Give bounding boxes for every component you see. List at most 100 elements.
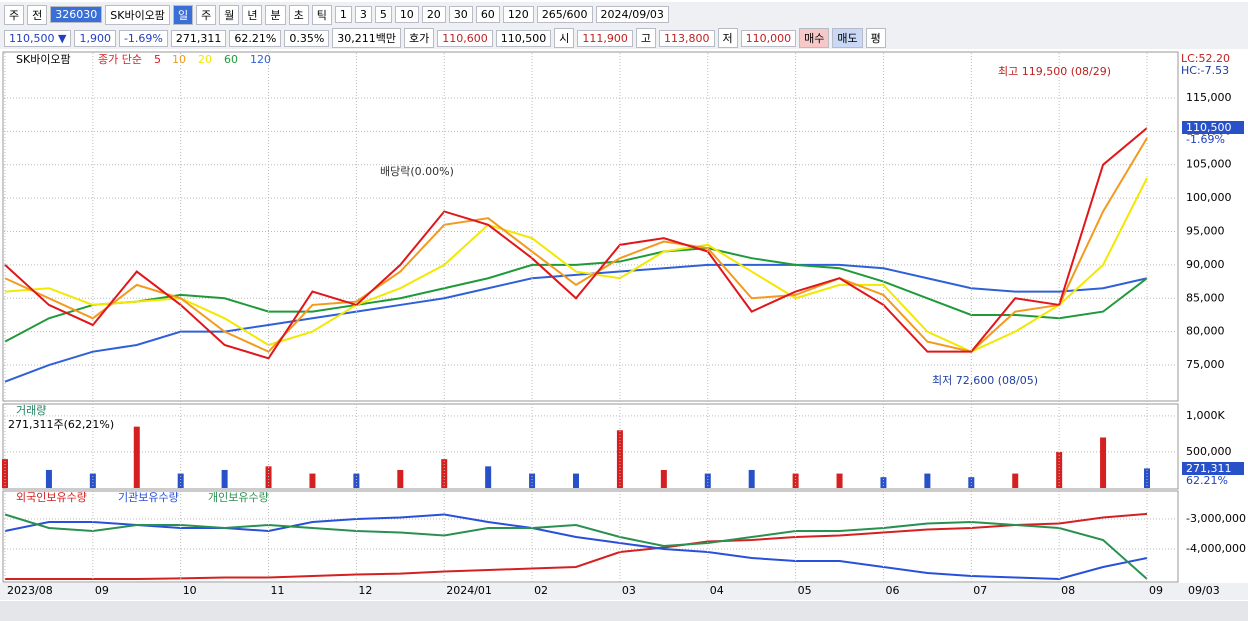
toolbar-item[interactable]: 3: [354, 6, 372, 23]
bar: [1100, 437, 1107, 488]
panel-subtitle: 271,311주(62,21%): [8, 418, 114, 431]
toolbar-item[interactable]: 주: [196, 4, 217, 25]
y-tick-label: 105,000: [1186, 158, 1232, 171]
line: [4, 263, 1148, 383]
toolbar-item[interactable]: 10: [394, 6, 419, 23]
x-tick-label: 06: [885, 584, 899, 597]
line: [5, 512, 1148, 580]
legend-entry: 20: [198, 53, 212, 66]
toolbar-item[interactable]: 초: [288, 4, 309, 25]
panel-title: SK바이오팜: [16, 53, 71, 66]
x-tick-label: 03: [622, 584, 636, 597]
bar: [45, 469, 52, 488]
legend-entry: 60: [224, 53, 238, 66]
info-item[interactable]: 110,000: [740, 29, 797, 47]
toolbar-item[interactable]: 주: [4, 4, 25, 25]
toolbar-item[interactable]: 120: [502, 6, 534, 23]
bar: [353, 473, 360, 488]
scroll-bar: [0, 601, 1248, 621]
toolbar-item[interactable]: 20: [421, 6, 446, 23]
info-item[interactable]: 1,900: [74, 29, 116, 47]
price-panel: [2, 51, 1179, 402]
toolbar-item[interactable]: 326030: [50, 6, 103, 23]
info-item[interactable]: 0.35%: [284, 29, 330, 47]
info-item[interactable]: 113,800: [659, 29, 715, 47]
x-tick-label: 05: [798, 584, 812, 597]
y-tick-label: 90,000: [1186, 258, 1225, 271]
info-item[interactable]: 110,500: [495, 29, 552, 47]
line: [4, 177, 1148, 353]
info-item[interactable]: 시: [554, 28, 575, 48]
bar: [1144, 468, 1150, 488]
x-tick-label: 12: [358, 584, 372, 597]
toolbar-item[interactable]: 틱: [311, 4, 332, 25]
annotation: -1.69%: [1186, 133, 1225, 146]
legend-entry: 외국인보유수량: [16, 491, 87, 504]
info-item[interactable]: 고: [635, 28, 657, 48]
toolbar-item[interactable]: SK바이오팜: [105, 4, 170, 25]
y-tick-label: -4,000,000: [1186, 542, 1246, 555]
bar: [177, 473, 184, 488]
toolbar-item[interactable]: 5: [374, 6, 392, 23]
panel-title: 거래량: [16, 404, 46, 417]
info-item[interactable]: 110,500 ▼: [4, 29, 72, 47]
legend-entry: 120: [250, 53, 271, 66]
x-tick-label: 10: [183, 584, 197, 597]
y-tick-label: 75,000: [1186, 358, 1225, 371]
bar: [704, 473, 711, 488]
toolbar-item[interactable]: 60: [475, 6, 500, 23]
toolbar: 주 전 326030 SK바이오팜 일 주 월 년 분 초 틱 1 3 5 10 20 30 60 120 265/6…: [0, 2, 1248, 27]
legend-entry: 기관보유수량: [118, 491, 179, 504]
line: [4, 137, 1148, 353]
x-axis-bar: [0, 583, 1248, 600]
bar: [616, 430, 623, 488]
bar: [397, 469, 404, 488]
info-item[interactable]: 62.21%: [229, 29, 282, 47]
bar: [1012, 473, 1019, 488]
annotation: 최고 119,500 (08/29): [998, 65, 1111, 78]
toolbar-item[interactable]: 2024/09/03: [595, 6, 669, 23]
legend-entry: 5: [154, 53, 161, 66]
annotation: 배당락(0.00%): [380, 165, 454, 178]
toolbar-item[interactable]: 전: [27, 4, 48, 25]
info-item[interactable]: 111,900: [577, 29, 633, 47]
bar: [792, 473, 799, 488]
bar: [748, 469, 755, 488]
bar: [660, 469, 667, 488]
info-item[interactable]: 110,600: [437, 29, 493, 47]
y-tick-label: -3,000,000: [1186, 512, 1246, 525]
toolbar-item[interactable]: 년: [242, 4, 263, 25]
bar: [836, 473, 843, 488]
x-tick-label: 2024/01: [446, 584, 492, 597]
info-item[interactable]: 271,311: [170, 29, 227, 47]
info-item[interactable]: 저: [717, 28, 738, 48]
y-tick-label: 100,000: [1186, 191, 1232, 204]
toolbar-item[interactable]: 1: [334, 6, 352, 23]
annotation: HC:-7.53: [1181, 64, 1229, 77]
price-tag: [1182, 121, 1244, 134]
info-item[interactable]: 매도: [832, 28, 863, 48]
bar: [529, 473, 536, 488]
info-item[interactable]: 매수: [799, 28, 830, 48]
info-item[interactable]: 평: [865, 28, 886, 48]
toolbar-item[interactable]: 월: [219, 4, 240, 25]
toolbar-item[interactable]: 265/600: [536, 6, 593, 23]
y-tick-label: 1,000K: [1186, 409, 1225, 422]
legend-entry: 10: [172, 53, 186, 66]
toolbar-item[interactable]: 분: [265, 4, 286, 25]
volume-label: 271,311: [1186, 462, 1232, 475]
y-tick-label: 115,000: [1186, 91, 1232, 104]
y-tick-label: 80,000: [1186, 325, 1225, 338]
legend-label: 종가 단순: [98, 53, 142, 66]
x-tick-label: 2023/08: [7, 584, 53, 597]
info-item[interactable]: 호가: [404, 28, 435, 48]
bar: [1056, 451, 1063, 488]
annotation: LC:52.20: [1181, 52, 1230, 65]
legend-entry: 개인보유수량: [208, 491, 269, 504]
toolbar-item[interactable]: 30: [448, 6, 473, 23]
info-item[interactable]: -1.69%: [118, 29, 168, 47]
info-item[interactable]: 30,211백만: [332, 28, 402, 48]
bar: [485, 466, 492, 488]
toolbar-item[interactable]: 일: [172, 4, 194, 25]
